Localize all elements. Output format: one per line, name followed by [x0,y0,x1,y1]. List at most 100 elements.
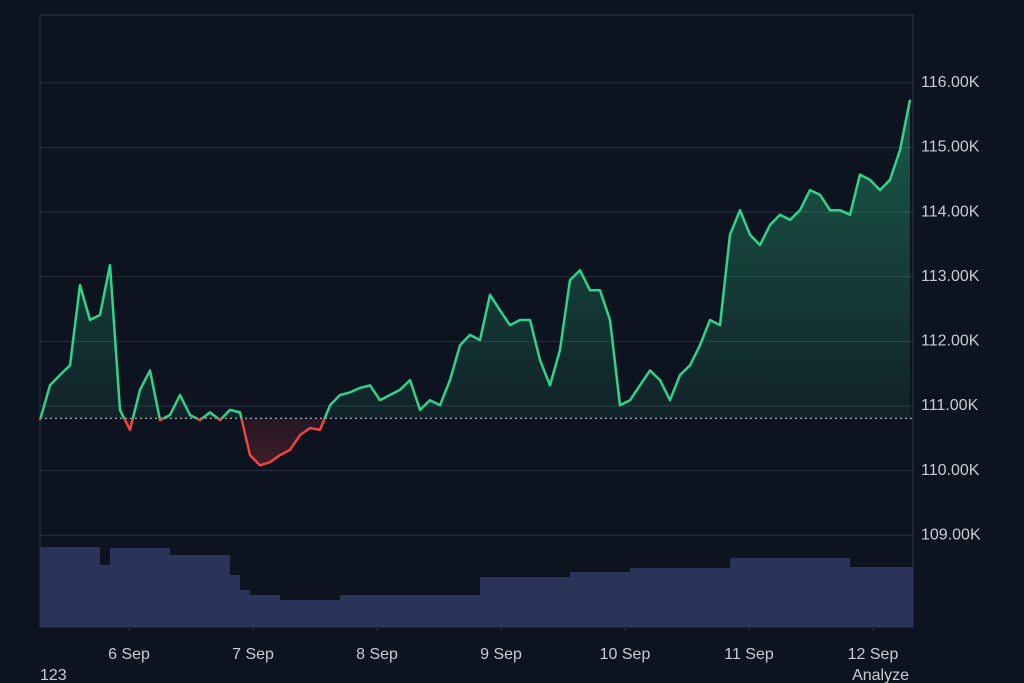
volume-bar [350,595,360,627]
y-tick-label: 116.00K [921,74,980,91]
volume-bar [40,547,50,627]
volume-bar [140,548,150,627]
volume-bar [330,600,340,627]
volume-bar [780,558,790,627]
y-tick-label: 111.00K [921,397,979,414]
volume-bar [910,567,913,627]
y-tick-label: 112.00K [921,333,980,350]
volume-bar [870,567,880,627]
volume-bar [580,572,590,627]
volume-bar [430,595,440,627]
volume-bar [130,548,140,627]
volume-bar [160,548,170,627]
volume-bar [750,558,760,627]
volume-bar [50,547,60,627]
volume-bar [260,595,270,627]
volume-bar [680,568,690,627]
y-tick-label: 114.00K [921,203,980,220]
volume-bar [510,577,520,627]
volume-bar [60,547,70,627]
analyze-button[interactable]: Analyze [852,667,909,683]
volume-bar [340,595,350,627]
volume-bar [600,572,610,627]
volume-bar [80,547,90,627]
y-tick-label: 113.00K [921,268,980,285]
volume-bar [880,567,890,627]
x-tick-label: 6 Sep [108,646,150,663]
volume-bar [860,567,870,627]
volume-bar [170,555,180,627]
volume-bar [790,558,800,627]
volume-bar [630,568,640,627]
x-tick-label: 8 Sep [356,646,398,663]
volume-bar [650,568,660,627]
volume-bar [710,568,720,627]
volume-bar [240,590,250,627]
volume-bar [540,577,550,627]
volume-bar [410,595,420,627]
volume-bar [720,568,730,627]
volume-bar [100,565,110,627]
volume-bar [440,595,450,627]
volume-bar [810,558,820,627]
volume-bar [460,595,470,627]
volume-bar [270,595,280,627]
y-tick-label: 110.00K [921,462,980,479]
volume-bar [830,558,840,627]
volume-bar [590,572,600,627]
volume-bar [690,568,700,627]
volume-bar [530,577,540,627]
volume-bar [320,600,330,627]
price-area [40,99,910,466]
x-tick-label: 10 Sep [600,646,651,663]
volume-bar [480,577,490,627]
y-tick-label: 109.00K [921,526,981,543]
volume-bar [490,577,500,627]
volume-bar [150,548,160,627]
volume-bar [570,572,580,627]
volume-bar [210,555,220,627]
logo: 123 [40,667,67,683]
volume-bar [670,568,680,627]
volume-bar [840,558,850,627]
volume-bar [390,595,400,627]
volume-bar [660,568,670,627]
volume-bar [850,567,860,627]
price-line [38,99,912,467]
volume-bar [560,577,570,627]
x-tick-label: 9 Sep [480,646,522,663]
volume-bar [250,595,260,627]
x-tick-label: 11 Sep [724,646,774,663]
volume-bar [280,600,290,627]
volume-bar [620,572,630,627]
volume-bar [800,558,810,627]
volume-bar [730,558,740,627]
volume-bar [760,558,770,627]
x-tick-label: 7 Sep [232,646,274,663]
y-tick-label: 115.00K [921,139,980,156]
volume-bar [230,575,240,627]
volume-bar [70,547,80,627]
volume-bar [120,548,130,627]
volume-bar [180,555,190,627]
volume-bar [90,547,100,627]
volume-bar [520,577,530,627]
volume-bar [310,600,320,627]
volume-bar [360,595,370,627]
volume-bar [400,595,410,627]
volume-bar [770,558,780,627]
volume-bar [820,558,830,627]
volume-bar [450,595,460,627]
volume-bar [890,567,900,627]
volume-bar [550,577,560,627]
volume-bar [190,555,200,627]
volume-bar [740,558,750,627]
volume-bar [200,555,210,627]
volume-bar [370,595,380,627]
volume-bar [420,595,430,627]
volume-bar [610,572,620,627]
volume-bar [220,555,230,627]
volume-bar [110,548,120,627]
volume-bar [900,567,910,627]
